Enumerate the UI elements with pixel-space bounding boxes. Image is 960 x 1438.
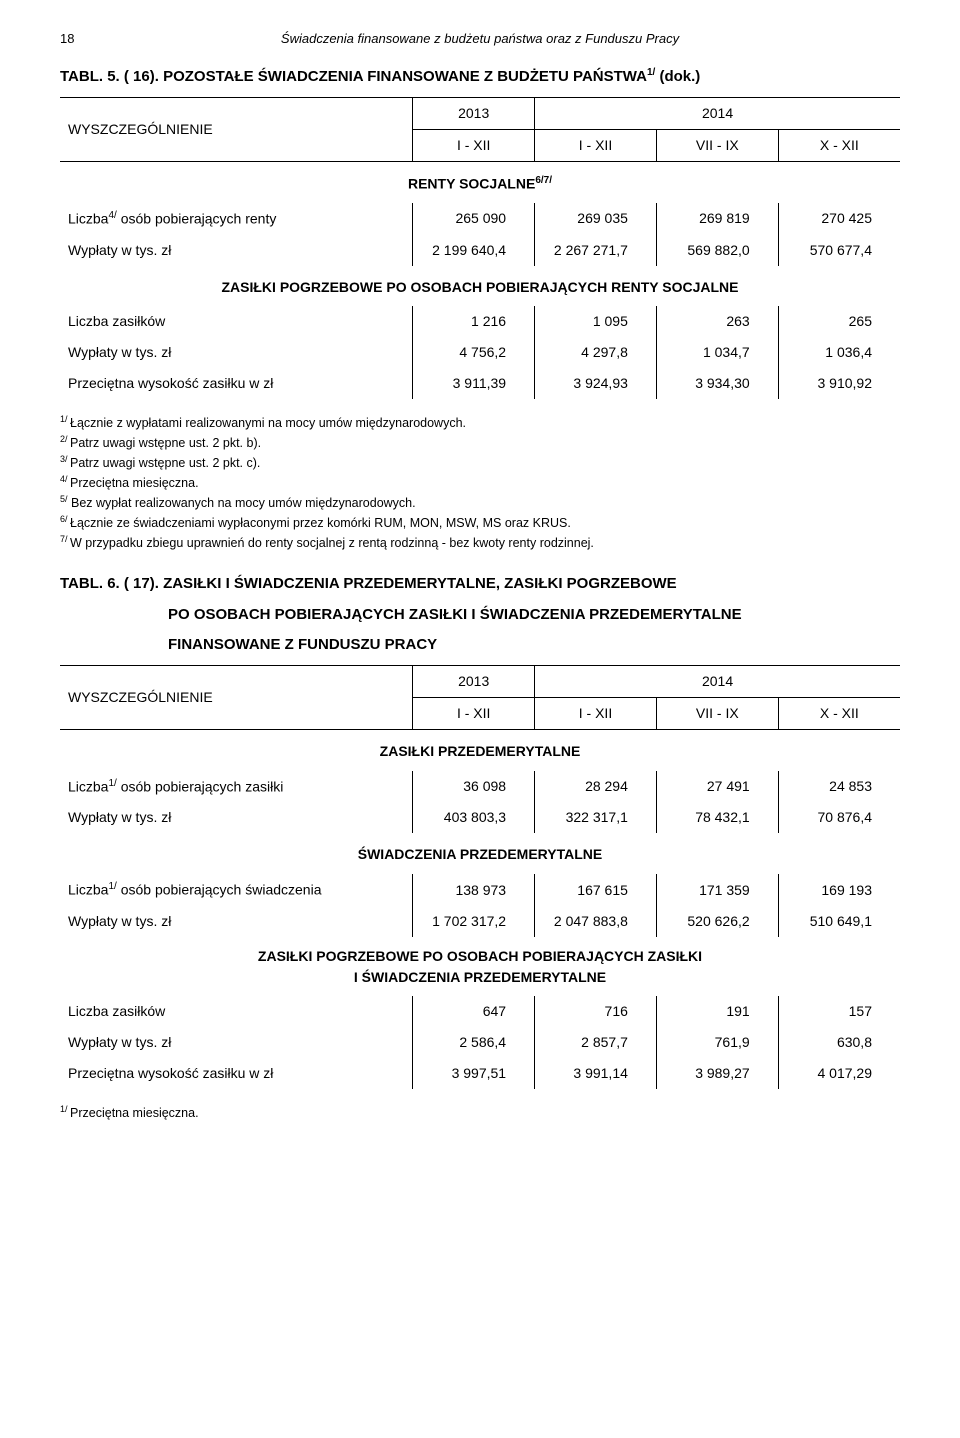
col-viiix: VII - IX — [656, 129, 778, 161]
footnotes-1: 1/ Łącznie z wypłatami realizowanymi na … — [60, 413, 900, 552]
tabl5-body: RENTY SOCJALNE6/7/ Liczba4/ osób pobiera… — [60, 162, 900, 400]
col-2014-6: 2014 — [535, 666, 900, 698]
tabl6-row3: Liczba1/ osób pobierających świadczenia … — [60, 874, 900, 906]
col-ixii-a: I - XII — [413, 129, 535, 161]
tabl6-row7: Przeciętna wysokość zasiłku w zł 3 997,5… — [60, 1058, 900, 1089]
footnotes-2: 1/ Przeciętna miesięczna. — [60, 1103, 900, 1123]
col-ixii-b6: I - XII — [535, 698, 657, 730]
tabl6-sec2: ŚWIADCZENIA PRZEDEMERYTALNE — [60, 833, 900, 874]
tabl6-title: TABL. 6. ( 17). ZASIŁKI I ŚWIADCZENIA PR… — [60, 574, 900, 594]
col-ixii-a6: I - XII — [413, 698, 535, 730]
tabl5-row1: Liczba4/ osób pobierających renty 265 09… — [60, 203, 900, 235]
page-number: 18 — [60, 30, 74, 48]
tabl6-body: ZASIŁKI PRZEDEMERYTALNE Liczba1/ osób po… — [60, 730, 900, 1089]
tabl5-sec1: RENTY SOCJALNE6/7/ — [60, 162, 900, 204]
tabl6-head: WYSZCZEGÓLNIENIE 2013 2014 I - XII I - X… — [60, 665, 900, 730]
tabl6-sec1: ZASIŁKI PRZEDEMERYTALNE — [60, 730, 900, 771]
tabl6-row6: Wypłaty w tys. zł 2 586,4 2 857,7 761,9 … — [60, 1027, 900, 1058]
tabl6-row2: Wypłaty w tys. zł 403 803,3 322 317,1 78… — [60, 802, 900, 833]
tabl5-row2: Wypłaty w tys. zł 2 199 640,4 2 267 271,… — [60, 235, 900, 266]
tabl5-row3: Liczba zasiłków 1 216 1 095 263 265 — [60, 306, 900, 337]
col-2014: 2014 — [535, 97, 900, 129]
page-header: 18 Świadczenia finansowane z budżetu pań… — [60, 30, 900, 48]
document-page: 18 Świadczenia finansowane z budżetu pań… — [0, 0, 960, 1163]
col-2013: 2013 — [413, 97, 535, 129]
tabl6-sec3b: I ŚWIADCZENIA PRZEDEMERYTALNE — [60, 968, 900, 997]
tabl5-title-text: TABL. 5. ( 16). POZOSTAŁE ŚWIADCZENIA FI… — [60, 68, 647, 85]
tabl5-title: TABL. 5. ( 16). POZOSTAŁE ŚWIADCZENIA FI… — [60, 66, 900, 87]
tabl5-row4: Wypłaty w tys. zł 4 756,2 4 297,8 1 034,… — [60, 337, 900, 368]
tabl5-sec2: ZASIŁKI POGRZEBOWE PO OSOBACH POBIERAJĄC… — [60, 266, 900, 307]
col-xxii: X - XII — [778, 129, 900, 161]
tabl5-row5: Przeciętna wysokość zasiłku w zł 3 911,3… — [60, 368, 900, 399]
tabl6-row5: Liczba zasiłków 647 716 191 157 — [60, 996, 900, 1027]
tabl5-title-tail: (dok.) — [655, 68, 700, 85]
tabl6-sub1: PO OSOBACH POBIERAJĄCYCH ZASIŁKI I ŚWIAD… — [60, 605, 900, 625]
tabl6-sec3a: ZASIŁKI POGRZEBOWE PO OSOBACH POBIERAJĄC… — [60, 937, 900, 968]
col-xxii6: X - XII — [778, 698, 900, 730]
col-ixii-b: I - XII — [535, 129, 657, 161]
header-title: Świadczenia finansowane z budżetu państw… — [60, 30, 900, 48]
tabl6-sub2: FINANSOWANE Z FUNDUSZU PRACY — [60, 635, 900, 655]
col-wys6: WYSZCZEGÓLNIENIE — [60, 666, 413, 730]
tabl6-row1: Liczba1/ osób pobierających zasiłki 36 0… — [60, 771, 900, 803]
tabl5-head: WYSZCZEGÓLNIENIE 2013 2014 I - XII I - X… — [60, 97, 900, 162]
col-viiix6: VII - IX — [656, 698, 778, 730]
tabl6-row4: Wypłaty w tys. zł 1 702 317,2 2 047 883,… — [60, 906, 900, 937]
col-2013-6: 2013 — [413, 666, 535, 698]
col-wys: WYSZCZEGÓLNIENIE — [60, 97, 413, 161]
